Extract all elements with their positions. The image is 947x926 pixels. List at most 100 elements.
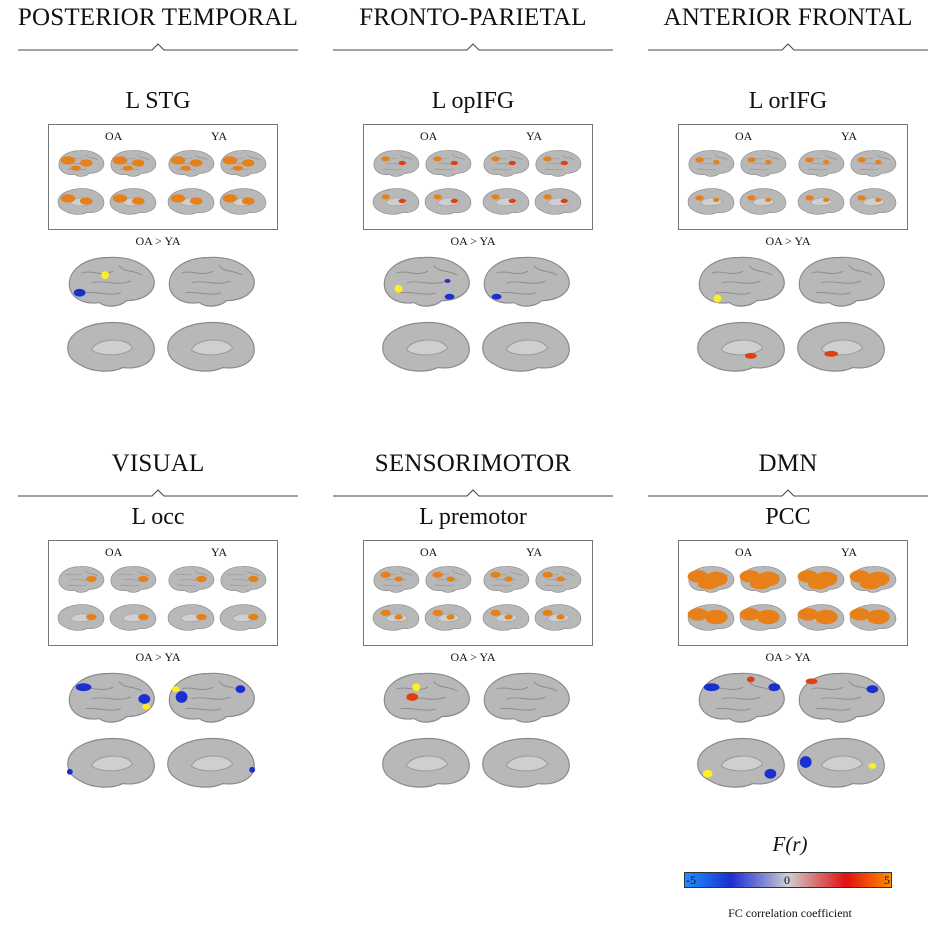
brain-surface	[168, 256, 255, 307]
contrast-label: OA > YA	[450, 234, 496, 248]
brain-sulcus	[399, 570, 413, 577]
activation-blob	[756, 609, 780, 625]
brain-sulcus	[824, 154, 838, 161]
activation-blob	[860, 579, 881, 590]
older-adults-label: OA	[105, 545, 123, 559]
contrast-lateral-brain-left	[383, 256, 470, 307]
activation-blob	[687, 608, 709, 621]
contrast-lateral-brain-right	[168, 256, 255, 307]
seed-panel: POSTERIOR TEMPORAL L STG OA YA OA > YA	[8, 0, 308, 400]
activation-blob	[381, 194, 390, 200]
activation-blob	[560, 160, 568, 166]
brain-surface	[58, 566, 105, 593]
brain-sulcus	[218, 265, 243, 276]
activation-blob	[805, 678, 818, 685]
brain-sulcus	[711, 270, 744, 274]
brain-sulcus	[810, 162, 832, 165]
group-medial-brain	[372, 604, 420, 631]
brain-surface	[850, 150, 897, 177]
brain-sulcus	[185, 291, 221, 295]
brain-surface	[798, 672, 885, 723]
group-lateral-brain	[740, 150, 787, 177]
group-medial-brain	[372, 188, 420, 215]
brain-sulcus	[227, 573, 245, 576]
group-lateral-brain	[535, 150, 582, 177]
activation-blob	[875, 197, 882, 203]
seed-roi-title: L orIFG	[748, 88, 828, 114]
group-medial-brain	[534, 604, 582, 631]
brain-surface	[373, 150, 420, 177]
older-adults-label: OA	[735, 129, 753, 143]
activation-blob	[764, 768, 777, 779]
activation-blob	[765, 159, 772, 165]
brain-sulcus	[181, 270, 214, 274]
activation-blob	[687, 570, 709, 583]
network-title: ANTERIOR FRONTAL	[663, 4, 913, 31]
activation-blob	[222, 194, 238, 203]
activation-blob	[131, 159, 145, 167]
brain-sulcus	[117, 573, 135, 576]
activation-blob	[380, 571, 391, 578]
section-divider	[18, 489, 298, 497]
brain-sulcus	[715, 707, 751, 711]
brain-sulcus	[748, 265, 773, 276]
brain-sulcus	[67, 584, 87, 587]
group-lateral-brain	[849, 566, 897, 593]
group-lateral-brain	[688, 150, 735, 177]
activation-blob	[450, 160, 458, 166]
brain-sulcus	[194, 570, 208, 577]
group-maps-inset: OA YA	[48, 540, 278, 646]
activation-blob	[75, 683, 92, 692]
activation-blob	[849, 608, 871, 621]
activation-blob	[432, 571, 443, 578]
group-lateral-brain	[483, 566, 530, 593]
activation-blob	[112, 194, 128, 203]
older-adults-label: OA	[105, 129, 123, 143]
brain-sulcus	[492, 584, 512, 587]
group-lateral-brain	[58, 566, 105, 593]
colorbar	[684, 872, 892, 888]
young-adults-label: YA	[526, 545, 543, 559]
corpus-callosum	[190, 755, 234, 772]
brain-surface	[383, 672, 470, 723]
contrast-label: OA > YA	[135, 234, 181, 248]
section-divider	[333, 43, 613, 51]
activation-blob	[739, 570, 761, 583]
young-adults-label: YA	[841, 545, 858, 559]
contrast-medial-brain-right	[482, 737, 570, 788]
group-lateral-brain	[110, 150, 157, 177]
group-maps-inset: OA YA	[48, 124, 278, 230]
brain-sulcus	[191, 696, 231, 700]
contrast-lateral-brain-right	[798, 672, 885, 723]
activation-blob	[189, 197, 203, 205]
brain-sulcus	[496, 686, 529, 690]
brain-sulcus	[500, 291, 536, 295]
activation-blob	[746, 676, 755, 683]
activation-blob	[175, 691, 188, 703]
corpus-callosum	[190, 339, 234, 356]
group-maps-inset: OA YA	[363, 124, 593, 230]
seed-panel: DMN PCC OA YA OA > YA	[638, 448, 938, 848]
group-lateral-brain	[687, 566, 735, 593]
group-medial-brain	[797, 188, 845, 215]
brain-sulcus	[715, 291, 751, 295]
brain-sulcus	[492, 168, 512, 171]
corpus-callosum	[820, 755, 864, 772]
activation-blob	[695, 157, 704, 163]
activation-blob	[814, 609, 838, 625]
brain-sulcus	[876, 154, 890, 161]
older-adults-label: OA	[420, 129, 438, 143]
seed-roi-title: L STG	[125, 88, 191, 114]
activation-blob	[138, 613, 149, 621]
contrast-medial-brain-left	[66, 737, 155, 788]
group-medial-brain	[849, 188, 897, 215]
activation-blob	[171, 686, 180, 693]
activation-blob	[433, 194, 442, 200]
activation-blob	[560, 198, 568, 204]
brain-sulcus	[496, 270, 529, 274]
activation-blob	[398, 160, 406, 166]
brain-sulcus	[396, 270, 429, 274]
activation-blob	[695, 195, 704, 201]
young-adults-label: YA	[841, 129, 858, 143]
group-medial-brain	[739, 188, 787, 215]
